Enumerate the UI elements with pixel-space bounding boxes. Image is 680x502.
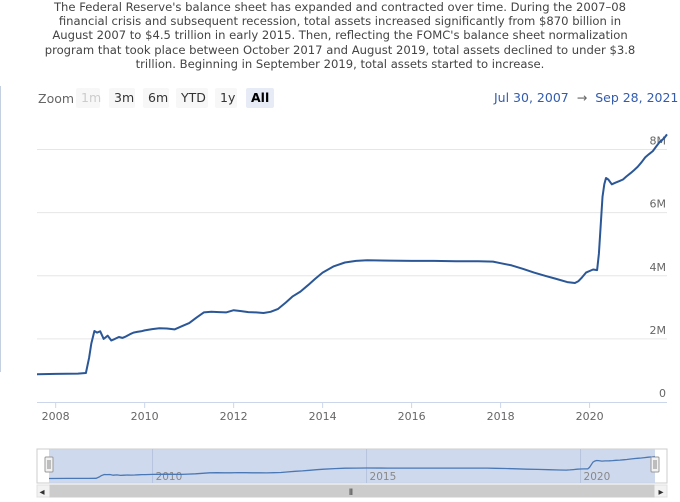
left-edge-rule [0,86,1,372]
zoom-ytd-button[interactable]: YTD [176,88,208,108]
range-from-input[interactable]: Jul 30, 2007 [494,90,569,105]
y-tick-label: 0 [659,387,666,400]
x-tick-label: 2020 [576,410,604,423]
scrollbar-thumb[interactable] [49,484,655,498]
scroll-left-arrow-icon[interactable]: ◂ [39,487,44,498]
navigator-tick-label: 2010 [156,471,183,483]
zoom-all-button[interactable]: All [246,88,274,108]
y-tick-label: 6M [650,198,667,211]
navigator-right-handle[interactable] [650,456,660,473]
y-tick-label: 2M [650,324,667,337]
range-to-input[interactable]: Sep 28, 2021 [595,90,679,105]
x-tick-label: 2016 [398,410,426,423]
zoom-1y-button[interactable]: 1y [215,88,237,108]
y-tick-label: 8M [650,135,667,148]
navigator-tick-label: 2015 [370,471,397,483]
x-tick-label: 2014 [309,410,337,423]
x-tick-label: 2010 [131,410,159,423]
y-tick-label: 4M [650,261,667,274]
navigator-series-line [48,455,656,480]
date-range: Jul 30, 2007 → Sep 28, 2021 [494,90,678,105]
scrollbar-grip-icon: Ⅱ [349,488,353,498]
zoom-1m-button[interactable]: 1m [76,88,101,108]
range-arrow-icon: → [576,90,588,105]
scroll-right-arrow-icon[interactable]: ▸ [658,487,663,498]
description-text: The Federal Reserve's balance sheet has … [44,0,636,71]
x-tick-label: 2018 [487,410,515,423]
zoom-3m-button[interactable]: 3m [109,88,135,108]
zoom-label: Zoom [38,91,75,106]
x-tick-label: 2008 [42,410,70,423]
navigator-selection [49,449,655,483]
navigator-tick-label: 2020 [584,471,611,483]
x-tick-label: 2012 [220,410,248,423]
zoom-6m-button[interactable]: 6m [143,88,169,108]
series-line-total-assets [36,133,668,376]
navigator-left-handle[interactable] [44,456,54,473]
